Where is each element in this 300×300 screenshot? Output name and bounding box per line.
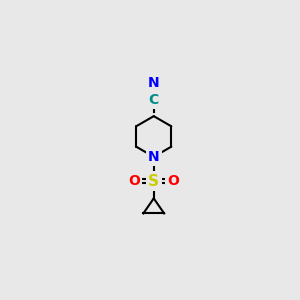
Text: N: N <box>148 76 160 90</box>
Text: C: C <box>148 93 159 107</box>
Text: N: N <box>148 150 160 164</box>
Text: O: O <box>128 174 140 188</box>
Text: S: S <box>148 174 159 189</box>
Text: O: O <box>167 174 179 188</box>
